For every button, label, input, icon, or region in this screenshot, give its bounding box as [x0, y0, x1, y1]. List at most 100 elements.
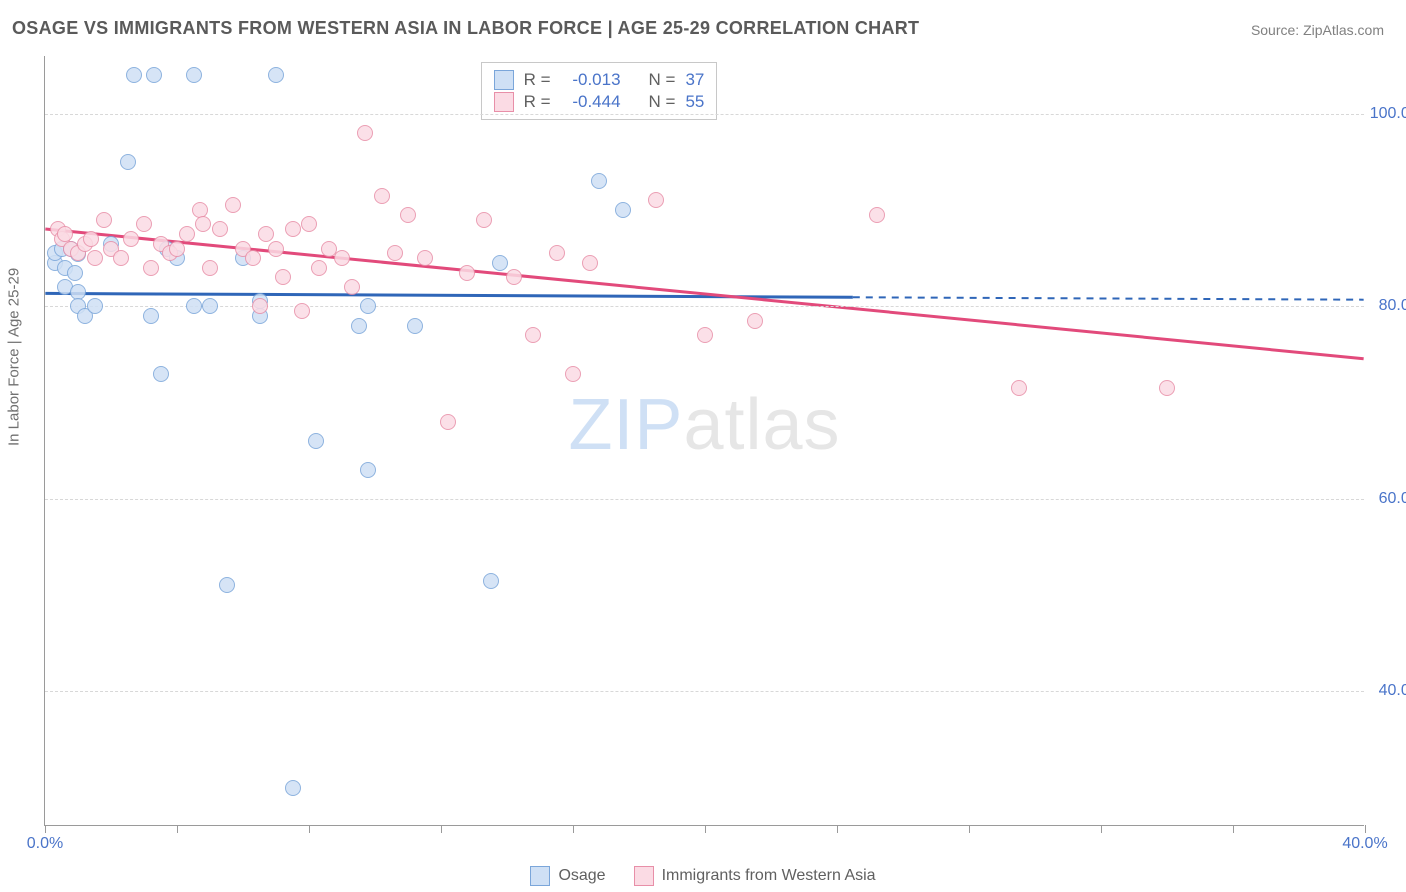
legend-stat-row-wasia: R =-0.444N =55: [494, 91, 705, 113]
x-tick: [1365, 825, 1366, 833]
data-point-wasia: [400, 207, 416, 223]
data-point-wasia: [747, 313, 763, 329]
y-tick-label: 100.0%: [1370, 105, 1406, 123]
data-point-wasia: [697, 327, 713, 343]
data-point-wasia: [311, 260, 327, 276]
data-point-wasia: [525, 327, 541, 343]
x-tick: [573, 825, 574, 833]
data-point-wasia: [294, 303, 310, 319]
r-label: R =: [524, 69, 551, 91]
data-point-wasia: [374, 188, 390, 204]
legend-item-wasia: Immigrants from Western Asia: [634, 866, 876, 886]
data-point-osage: [146, 67, 162, 83]
legend-swatch: [494, 70, 514, 90]
data-point-osage: [202, 298, 218, 314]
data-point-osage: [615, 202, 631, 218]
gridline: [45, 306, 1364, 307]
x-tick: [969, 825, 970, 833]
watermark-zip: ZIP: [568, 385, 683, 465]
data-point-wasia: [87, 250, 103, 266]
x-tick-label: 40.0%: [1342, 835, 1387, 853]
data-point-wasia: [212, 221, 228, 237]
data-point-wasia: [459, 265, 475, 281]
gridline: [45, 499, 1364, 500]
x-tick: [45, 825, 46, 833]
legend-item-osage: Osage: [530, 866, 605, 886]
data-point-wasia: [387, 245, 403, 261]
y-axis-label: In Labor Force | Age 25-29: [6, 268, 23, 446]
legend-label: Osage: [558, 867, 605, 885]
data-point-wasia: [123, 231, 139, 247]
data-point-osage: [186, 67, 202, 83]
data-point-wasia: [476, 212, 492, 228]
trend-line-dash-osage: [853, 297, 1364, 299]
data-point-wasia: [179, 226, 195, 242]
data-point-osage: [360, 298, 376, 314]
gridline: [45, 114, 1364, 115]
data-point-wasia: [334, 250, 350, 266]
data-point-wasia: [136, 216, 152, 232]
data-point-wasia: [285, 221, 301, 237]
data-point-wasia: [143, 260, 159, 276]
n-value: 37: [685, 69, 704, 91]
y-tick-label: 40.0%: [1379, 682, 1406, 700]
watermark-atlas: atlas: [683, 385, 840, 465]
data-point-osage: [285, 780, 301, 796]
data-point-osage: [186, 298, 202, 314]
data-point-osage: [126, 67, 142, 83]
data-point-wasia: [275, 269, 291, 285]
n-label: N =: [649, 91, 676, 113]
data-point-osage: [143, 308, 159, 324]
x-tick: [837, 825, 838, 833]
data-point-wasia: [225, 197, 241, 213]
data-point-osage: [591, 173, 607, 189]
data-point-wasia: [268, 241, 284, 257]
y-tick-label: 60.0%: [1379, 490, 1406, 508]
n-value: 55: [685, 91, 704, 113]
x-tick: [177, 825, 178, 833]
x-tick: [1101, 825, 1102, 833]
data-point-osage: [120, 154, 136, 170]
data-point-osage: [351, 318, 367, 334]
data-point-wasia: [301, 216, 317, 232]
data-point-wasia: [648, 192, 664, 208]
data-point-osage: [67, 265, 83, 281]
chart-title: OSAGE VS IMMIGRANTS FROM WESTERN ASIA IN…: [12, 18, 919, 39]
r-label: R =: [524, 91, 551, 113]
y-tick-label: 80.0%: [1379, 297, 1406, 315]
legend-swatch: [494, 92, 514, 112]
gridline: [45, 691, 1364, 692]
legend-label: Immigrants from Western Asia: [662, 867, 876, 885]
data-point-wasia: [344, 279, 360, 295]
legend-stat-row-osage: R =-0.013N =37: [494, 69, 705, 91]
data-point-wasia: [1159, 380, 1175, 396]
data-point-osage: [153, 366, 169, 382]
data-point-wasia: [258, 226, 274, 242]
data-point-osage: [483, 573, 499, 589]
n-label: N =: [649, 69, 676, 91]
data-point-wasia: [565, 366, 581, 382]
legend-swatch: [530, 866, 550, 886]
data-point-osage: [87, 298, 103, 314]
data-point-osage: [407, 318, 423, 334]
legend-swatch: [634, 866, 654, 886]
data-point-wasia: [169, 241, 185, 257]
data-point-wasia: [582, 255, 598, 271]
data-point-wasia: [1011, 380, 1027, 396]
data-point-wasia: [440, 414, 456, 430]
data-point-wasia: [252, 298, 268, 314]
data-point-wasia: [83, 231, 99, 247]
data-point-wasia: [195, 216, 211, 232]
data-point-osage: [492, 255, 508, 271]
data-point-wasia: [357, 125, 373, 141]
data-point-osage: [308, 433, 324, 449]
x-tick: [705, 825, 706, 833]
x-tick: [309, 825, 310, 833]
data-point-wasia: [417, 250, 433, 266]
data-point-wasia: [113, 250, 129, 266]
plot-area: ZIPatlas R =-0.013N =37R =-0.444N =55 40…: [44, 56, 1364, 826]
data-point-osage: [219, 577, 235, 593]
data-point-wasia: [245, 250, 261, 266]
correlation-legend: R =-0.013N =37R =-0.444N =55: [481, 62, 718, 120]
x-tick-label: 0.0%: [27, 835, 63, 853]
